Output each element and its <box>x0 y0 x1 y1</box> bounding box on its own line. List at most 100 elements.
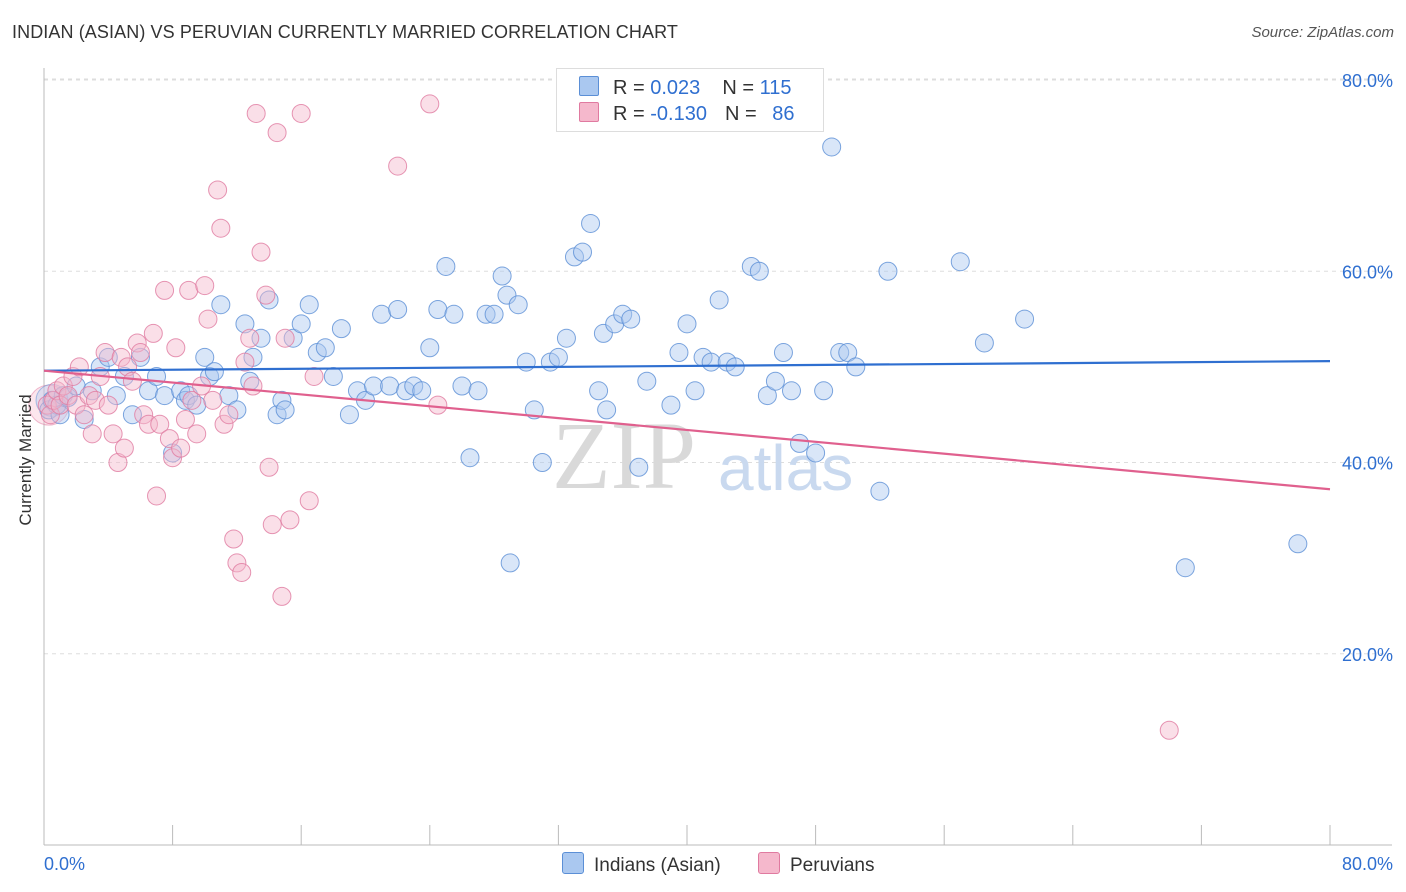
indian-point <box>773 343 793 363</box>
indian-point <box>339 405 359 425</box>
peruvian-point <box>211 218 231 238</box>
peruvian-point <box>195 276 215 296</box>
indian-point <box>420 338 440 358</box>
indian-point <box>323 366 343 386</box>
peruvian-point <box>1159 720 1179 740</box>
peruvian-point <box>232 562 252 582</box>
indian-point <box>581 213 601 233</box>
indian-point <box>204 362 224 382</box>
indian-point <box>388 300 408 319</box>
indian-point <box>593 323 613 343</box>
peruvian-point <box>114 438 134 458</box>
peruvian-point <box>240 328 260 348</box>
peruvian-point <box>171 438 191 458</box>
legend-n-value: 86 <box>772 103 795 125</box>
peruvian-point <box>256 285 276 305</box>
source-label: Source: ZipAtlas.com <box>1251 24 1394 41</box>
indian-point <box>573 242 593 262</box>
peruvian-point <box>275 328 295 348</box>
bottom-legend-indians: Indians (Asian) <box>562 852 721 877</box>
peruvian-point <box>272 586 292 606</box>
indian-point <box>508 295 528 315</box>
indian-point <box>532 453 552 472</box>
peruvian-point <box>198 309 218 329</box>
indian-point <box>251 328 271 348</box>
peruvian-point <box>179 280 199 300</box>
peruvian-point <box>246 103 266 123</box>
indian-point <box>155 386 175 406</box>
indian-point <box>974 333 994 353</box>
indian-point <box>452 376 472 396</box>
indian-point <box>846 357 866 377</box>
bottom-legend-peruvians: Peruvians <box>758 852 875 877</box>
peruvian-point <box>175 409 195 429</box>
peruvian-trend-line <box>43 369 1331 491</box>
y-axis-label: Currently Married <box>16 394 35 526</box>
peruvian-point <box>50 395 70 415</box>
indian-point <box>814 381 834 401</box>
peruvian-point <box>134 405 154 425</box>
indian-point <box>130 347 150 367</box>
peruvian-point <box>98 395 118 415</box>
indian-point <box>516 352 536 372</box>
peruvian-point <box>103 424 123 444</box>
indian-point <box>677 314 697 334</box>
indian-point <box>870 481 890 501</box>
indian-point <box>372 304 392 324</box>
indian-point <box>830 343 850 363</box>
peruvian-point <box>235 352 255 372</box>
indian-point <box>1288 534 1308 554</box>
peruvian-point <box>243 376 263 396</box>
peruvian-point <box>85 390 105 410</box>
indian-point <box>661 395 681 415</box>
indian-point <box>74 409 94 429</box>
indian-point <box>460 448 480 468</box>
peruvian-point <box>147 486 167 506</box>
peruvian-point <box>304 366 324 386</box>
indian-point <box>315 338 335 358</box>
indian-point <box>589 381 609 401</box>
indian-point <box>195 347 215 367</box>
watermark-zip: ZIP <box>552 402 696 509</box>
peruvian-point <box>95 343 115 363</box>
indian-point <box>806 443 826 463</box>
legend-n-value: 115 <box>759 77 792 99</box>
indian-point <box>436 256 456 276</box>
grid-layer <box>43 68 1392 846</box>
bottom-legend-swatch-blue <box>562 852 584 874</box>
peruvian-point <box>159 429 179 449</box>
peruvian-point <box>166 338 186 358</box>
x-tick-label: 0.0% <box>44 854 85 874</box>
indian-point <box>709 290 729 310</box>
peruvian-point <box>182 390 202 410</box>
indian-point <box>380 376 400 396</box>
correlation-legend: R = 0.023 N = 115 R = -0.130 N = 86 <box>556 68 824 132</box>
peruvian-point <box>203 390 223 410</box>
peruvian-point <box>58 386 78 406</box>
legend-row-peruvians: R = -0.130 N = 86 <box>579 102 794 128</box>
indian-point <box>412 381 432 401</box>
peruvian-point <box>66 395 86 415</box>
y-tick-label: 60.0% <box>1342 262 1393 282</box>
peruvian-point <box>267 123 287 143</box>
indian-point <box>757 386 777 406</box>
indian-point <box>364 376 384 396</box>
indian-point <box>548 347 568 367</box>
peruvian-point <box>163 448 183 468</box>
indian-point <box>725 357 745 377</box>
indian-point <box>685 381 705 401</box>
indian-point <box>838 343 858 363</box>
indian-point <box>468 381 488 401</box>
legend-r-value: -0.130 <box>650 103 707 125</box>
peruvian-point <box>420 94 440 114</box>
peruvian-point <box>108 453 128 472</box>
indian-point <box>283 328 303 348</box>
peruvian-point <box>224 529 244 549</box>
y-tick-label: 80.0% <box>1342 71 1393 91</box>
legend-swatch-blue <box>579 76 599 96</box>
bottom-legend-swatch-pink <box>758 852 780 874</box>
indian-point <box>444 304 464 324</box>
indian-point <box>701 352 721 372</box>
peruvian-point <box>40 405 60 425</box>
